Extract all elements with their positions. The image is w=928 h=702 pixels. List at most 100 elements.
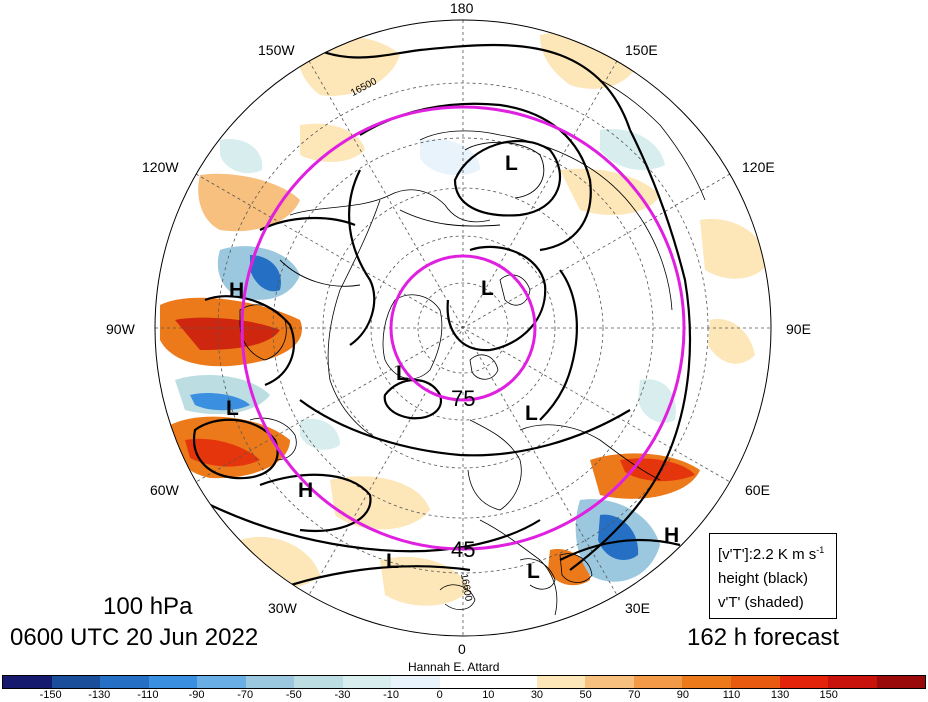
legend-height: height (black) (718, 570, 809, 587)
height-contour (259, 216, 356, 231)
colorbar-tick-label: -110 (137, 689, 159, 701)
low-pressure-label: L (505, 152, 518, 175)
coastline (249, 417, 297, 461)
warm-anomaly (708, 319, 755, 364)
latitude-label-45: 45 (451, 537, 476, 562)
colorbar-segment (342, 676, 392, 688)
colorbar-segment (197, 676, 246, 688)
lon-label-120w: 120W (142, 159, 179, 175)
coastline (599, 79, 706, 201)
colorbar-tick-label: 0 (436, 689, 443, 701)
lon-label-60w: 60W (150, 482, 179, 498)
height-contour (192, 418, 279, 480)
colorbar-segment (730, 676, 780, 688)
coastline (467, 419, 522, 511)
low-pressure-label: L (226, 397, 239, 420)
cold-anomaly (300, 418, 340, 450)
legend-mean-sup: -1 (816, 545, 825, 555)
colorbar-segment (828, 676, 877, 688)
colorbar-segment (488, 676, 537, 688)
low-pressure-label: L (396, 362, 409, 385)
lon-label-30w: 30W (268, 600, 297, 616)
lon-label-0: 0 (458, 641, 466, 657)
lon-label-90w: 90W (106, 321, 135, 337)
coastline (382, 294, 443, 379)
author-credit: Hannah E. Attard (408, 660, 500, 674)
coastline (469, 354, 499, 380)
colorbar-segment (779, 676, 829, 688)
coastline (519, 424, 661, 481)
colorbar-tick-label: -10 (383, 689, 399, 701)
colorbar-segment (391, 676, 440, 688)
warm-anomaly (548, 549, 590, 586)
coastline (479, 519, 558, 616)
warm-anomaly (330, 476, 430, 530)
colorbar-ticks: -150 -130 -110 -90 -70 -50 -30 -10 0 10 30 50 70 90 11… (2, 689, 926, 702)
lon-label-120e: 120E (742, 159, 775, 175)
low-pressure-label: L (527, 560, 540, 583)
colorbar-segment (294, 676, 343, 688)
warm-anomaly (300, 123, 365, 162)
lon-label-150e: 150E (625, 42, 658, 58)
height-contour (199, 499, 541, 553)
coastline (519, 558, 556, 590)
lon-label-60e: 60E (745, 482, 770, 498)
map-border (154, 19, 772, 637)
colorbar-tick-label: 70 (628, 689, 641, 701)
forecast-hour: 162 h forecast (687, 624, 840, 651)
colorbar-segment (876, 676, 926, 688)
colorbar-tick-label: -30 (334, 689, 351, 701)
colorbar-segment (439, 676, 489, 688)
legend-mean-text: [v'T']:2.2 K m s (718, 546, 817, 563)
height-contour (569, 129, 692, 571)
low-pressure-label: L (525, 402, 538, 425)
colorbar-tick-label: 150 (819, 689, 838, 701)
colorbar-tick-label: -150 (39, 689, 62, 701)
magenta-circle-inner (389, 254, 537, 402)
low-pressure-label: L (481, 277, 494, 300)
height-contour-thin (279, 259, 361, 287)
legend-mean-flux: [v'T']:2.2 K m s-1 (718, 538, 836, 567)
height-contour (299, 399, 631, 457)
colorbar-segment (3, 676, 52, 688)
height-contour (539, 269, 578, 421)
height-contour (259, 473, 372, 532)
colorbar-segment (245, 676, 295, 688)
cold-anomaly (250, 255, 281, 292)
pressure-level: 100 hPa (103, 593, 193, 620)
cold-anomaly (190, 393, 250, 411)
thin-contours (279, 141, 545, 287)
colorbar (2, 675, 926, 689)
height-contour (446, 245, 547, 352)
coastline (289, 189, 491, 223)
warm-anomaly (185, 438, 260, 467)
height-contour (204, 295, 295, 387)
colorbar-segment (148, 676, 198, 688)
colorbar-tick-label: -130 (88, 689, 111, 701)
graticule (155, 20, 771, 636)
colorbar-tick-label: -90 (188, 689, 205, 701)
height-contour (453, 140, 562, 217)
colorbar-segment (682, 676, 731, 688)
lon-label-90e: 90E (786, 321, 811, 337)
coastline (439, 584, 476, 610)
height-contour (289, 34, 632, 131)
latitude-circle (417, 282, 509, 374)
lon-label-180: 180 (450, 0, 474, 16)
colorbar-tick-label: 90 (676, 689, 689, 701)
warm-anomaly (700, 219, 770, 279)
warm-anomaly (198, 173, 300, 232)
high-pressure-label: H (664, 524, 680, 547)
height-contour-thin (399, 209, 501, 227)
warm-anomaly (380, 556, 470, 606)
colorbar-segment (536, 676, 586, 688)
height-contour-thin (464, 141, 545, 199)
warm-anomaly (175, 317, 280, 350)
colorbar-tick-label: 30 (530, 689, 544, 701)
valid-time: 0600 UTC 20 Jun 2022 (10, 624, 259, 651)
colorbar-tick-label: 110 (722, 689, 741, 701)
coastline (327, 199, 381, 441)
warm-anomaly (560, 168, 660, 215)
latitude-label-75: 75 (451, 386, 476, 411)
